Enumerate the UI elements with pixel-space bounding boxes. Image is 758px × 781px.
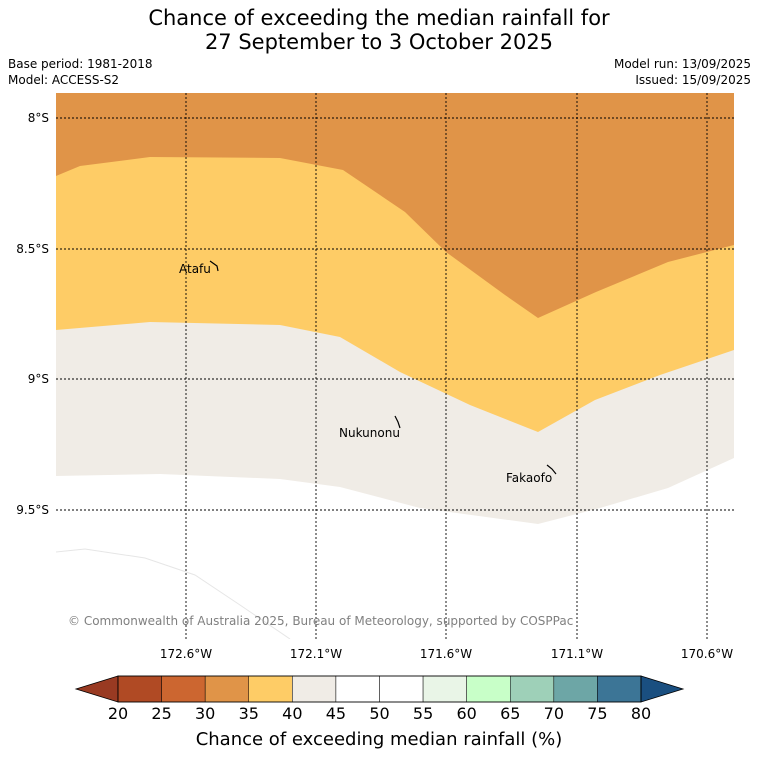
colorbar-tick-label: 35: [238, 704, 259, 723]
colorbar-tick-label: 80: [630, 704, 652, 723]
boundary-line: [56, 548, 291, 639]
colorbar-swatch-20-25: [117, 675, 162, 703]
lon-label-172-1w: 172.1°W: [289, 647, 343, 661]
colorbar-tick-label: 45: [325, 704, 347, 723]
copyright-text: © Commonwealth of Australia 2025, Bureau…: [68, 614, 574, 628]
colorbar-tick-label: 50: [369, 704, 390, 723]
lon-label-170-6w: 170.6°W: [680, 647, 734, 661]
colorbar-outline: [117, 675, 642, 703]
fakaofo-atoll: [546, 464, 557, 475]
lat-label-9-5s: 9.5°S: [16, 503, 49, 517]
lon-label-172-6w: 172.6°W: [159, 647, 213, 661]
colorbar-tick-label: 60: [456, 704, 477, 723]
model-run-text: Model run: 13/09/2025: [613, 57, 751, 71]
place-label-fakaofo: Fakaofo: [506, 471, 553, 485]
colorbar-swatch-45-50: [335, 675, 380, 703]
colorbar-swatch-50-55: [379, 675, 424, 703]
base-period-text: Base period: 1981-2018: [8, 57, 153, 71]
lat-label-8-5s: 8.5°S: [16, 242, 49, 256]
colorbar-tick-label: 75: [587, 704, 608, 723]
colorbar: [74, 675, 685, 703]
model-text: Model: ACCESS-S2: [8, 73, 120, 87]
map-title-line2: 27 September to 3 October 2025: [204, 30, 554, 54]
colorbar-tick-label: 70: [543, 704, 564, 723]
lat-label-8s: 8°S: [27, 111, 49, 125]
colorbar-extend-low: [74, 675, 119, 703]
colorbar-swatch-25-30: [161, 675, 206, 703]
colorbar-tick-label: 55: [412, 704, 434, 723]
lat-label-9s: 9°S: [27, 372, 49, 386]
lon-label-171-1w: 171.1°W: [550, 647, 604, 661]
nukunonu-atoll: [394, 415, 401, 429]
issued-text: Issued: 15/09/2025: [635, 73, 751, 87]
probability-band-25-30: [56, 93, 734, 318]
colorbar-extend-high: [640, 675, 685, 703]
colorbar-swatch-65-70: [510, 675, 555, 703]
colorbar-swatch-70-75: [553, 675, 598, 703]
colorbar-tick-label: 25: [151, 704, 172, 723]
colorbar-swatch-40-45: [292, 675, 337, 703]
colorbar-tick-label: 20: [107, 704, 129, 723]
atafu-atoll: [209, 260, 219, 272]
colorbar-title: Chance of exceeding median rainfall (%): [195, 729, 563, 750]
map-title-line1: Chance of exceeding the median rainfall …: [148, 6, 610, 30]
colorbar-swatch-30-35: [204, 675, 250, 703]
graticule: [56, 93, 734, 639]
lon-label-171-6w: 171.6°W: [419, 647, 473, 661]
place-label-atafu: Atafu: [179, 262, 211, 276]
colorbar-swatch-75-80: [597, 675, 642, 703]
colorbar-tick-label: 65: [500, 704, 521, 723]
colorbar-swatch-35-40: [248, 675, 293, 703]
place-label-nukunonu: Nukunonu: [339, 426, 400, 440]
colorbar-swatch-60-65: [466, 675, 511, 703]
colorbar-tick-label: 30: [194, 704, 216, 723]
colorbar-tick-label: 40: [282, 704, 303, 723]
colorbar-swatch-55-60: [422, 675, 467, 703]
